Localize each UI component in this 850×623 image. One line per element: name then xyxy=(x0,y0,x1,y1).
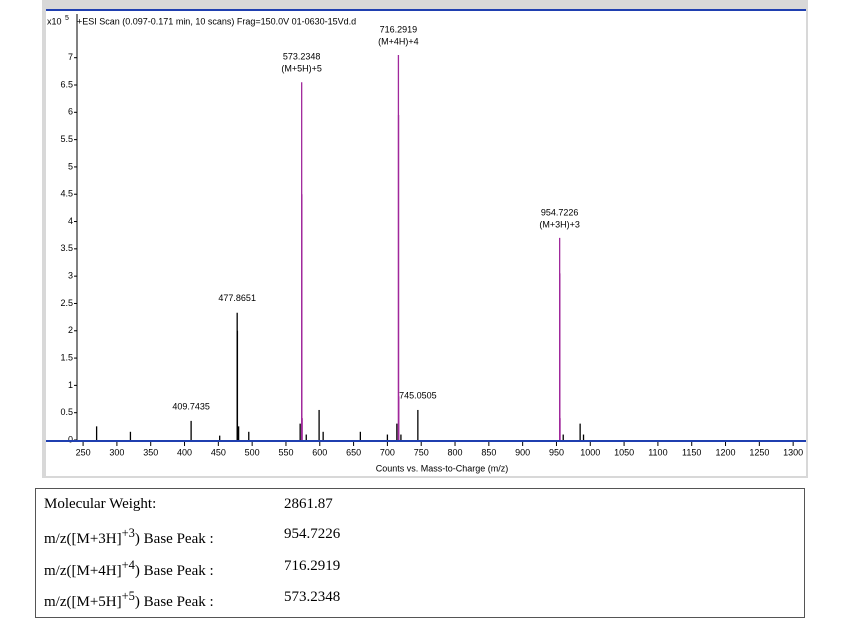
y-tick-label: 6 xyxy=(68,107,73,117)
x-tick-label: 1200 xyxy=(716,447,736,457)
row-label: m/z([M+5H]+5) Base Peak : xyxy=(44,589,214,610)
x-tick-label: 400 xyxy=(177,447,192,457)
info-table: Molecular Weight: 2861.87 m/z([M+3H]+3) Ba… xyxy=(35,488,805,618)
table-row: Molecular Weight: 2861.87 xyxy=(44,496,333,518)
x-tick-label: 1150 xyxy=(682,447,701,457)
y-tick-label: 6.5 xyxy=(60,79,73,89)
y-tick-label: 0 xyxy=(68,434,73,444)
row-label: m/z([M+3H]+3) Base Peak : xyxy=(44,526,214,547)
x-tick-label: 1300 xyxy=(783,447,803,457)
y-scale-exponent: 5 xyxy=(65,15,69,22)
row-value: 2861.87 xyxy=(284,496,333,512)
x-tick-label: 1250 xyxy=(749,447,769,457)
y-tick-label: 2.5 xyxy=(60,298,73,308)
table-row: m/z([M+5H]+5) Base Peak : 573.2348 xyxy=(44,589,340,611)
y-tick-label: 5.5 xyxy=(60,134,73,144)
y-tick-label: 3 xyxy=(68,271,73,281)
row-label: Molecular Weight: xyxy=(44,496,156,512)
label-text: Molecular Weight: xyxy=(44,496,157,512)
label-pre: m/z([M+3H] xyxy=(44,531,122,547)
row-value: 573.2348 xyxy=(284,589,341,605)
y-tick-label: 0.5 xyxy=(60,407,73,417)
peak-label: 954.7226 xyxy=(541,207,579,217)
x-tick-label: 250 xyxy=(76,447,91,457)
y-tick-label: 1 xyxy=(68,380,73,390)
x-tick-label: 950 xyxy=(549,447,564,457)
peak-label: 409.7435 xyxy=(172,401,210,411)
x-tick-label: 1100 xyxy=(648,447,667,457)
row-label: m/z([M+4H]+4) Base Peak : xyxy=(44,558,214,579)
x-axis-label: Counts vs. Mass-to-Charge (m/z) xyxy=(376,463,509,473)
row-value: 716.2919 xyxy=(284,558,341,574)
x-tick-label: 750 xyxy=(414,447,429,457)
label-charge: +4 xyxy=(121,558,135,572)
label-post: ) Base Peak : xyxy=(134,563,214,579)
x-tick-label: 800 xyxy=(448,447,463,457)
x-tick-label: 350 xyxy=(143,447,158,457)
x-tick-label: 1050 xyxy=(614,447,634,457)
x-tick-label: 550 xyxy=(278,447,293,457)
chart-title: +ESI Scan (0.097-0.171 min, 10 scans) Fr… xyxy=(77,16,356,26)
x-tick-label: 1000 xyxy=(580,447,600,457)
table-row: m/z([M+4H]+4) Base Peak : 716.2919 xyxy=(44,558,340,580)
peak-label: 573.2348 xyxy=(283,52,321,62)
x-tick-label: 600 xyxy=(312,447,327,457)
label-post: ) Base Peak : xyxy=(134,594,214,610)
x-tick-label: 300 xyxy=(109,447,124,457)
peak-label: 716.2919 xyxy=(380,24,418,34)
y-tick-label: 7 xyxy=(68,52,73,62)
y-tick-label: 1.5 xyxy=(60,352,73,362)
label-post: ) Base Peak : xyxy=(134,531,214,547)
x-tick-label: 500 xyxy=(245,447,260,457)
x-tick-label: 700 xyxy=(380,447,395,457)
table-row: m/z([M+3H]+3) Base Peak : 954.7226 xyxy=(44,526,340,548)
plot-background xyxy=(46,10,806,476)
label-pre: m/z([M+4H] xyxy=(44,563,122,579)
y-tick-label: 3.5 xyxy=(60,243,73,253)
label-charge: +5 xyxy=(121,589,135,603)
y-tick-label: 2 xyxy=(68,325,73,335)
x-tick-label: 900 xyxy=(515,447,530,457)
x-tick-label: 650 xyxy=(346,447,361,457)
x-tick-label: 850 xyxy=(481,447,496,457)
peak-label: 745.0505 xyxy=(399,390,437,400)
ion-label: (M+3H)+3 xyxy=(539,219,580,229)
peak-label: 477.8651 xyxy=(218,293,256,303)
y-tick-label: 4 xyxy=(68,216,73,226)
chart: x10 5 +ESI Scan (0.097-0.171 min, 10 sca… xyxy=(42,0,808,478)
ion-label: (M+4H)+4 xyxy=(378,36,419,46)
y-tick-label: 4.5 xyxy=(60,189,73,199)
label-charge: +3 xyxy=(121,526,135,540)
y-scale-label: x10 xyxy=(47,16,62,26)
label-pre: m/z([M+5H] xyxy=(44,594,122,610)
y-tick-label: 5 xyxy=(68,161,73,171)
row-value: 954.7226 xyxy=(284,526,341,542)
ion-label: (M+5H)+5 xyxy=(281,64,322,74)
x-tick-label: 450 xyxy=(211,447,226,457)
